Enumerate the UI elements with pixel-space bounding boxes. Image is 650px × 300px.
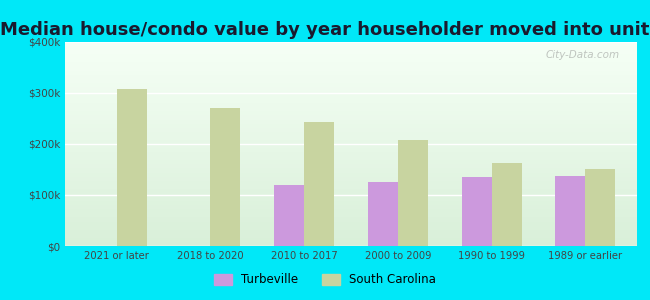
Bar — [65, 111, 637, 116]
Bar — [65, 230, 637, 234]
Bar — [491, 163, 522, 246]
Bar — [65, 58, 637, 62]
Bar — [368, 182, 398, 246]
Bar — [65, 148, 637, 152]
Bar — [65, 209, 637, 213]
Bar — [555, 176, 586, 246]
Bar — [65, 62, 637, 67]
Bar — [65, 181, 637, 185]
Bar — [65, 213, 637, 218]
Bar — [65, 79, 637, 83]
Legend: Turbeville, South Carolina: Turbeville, South Carolina — [209, 269, 441, 291]
Bar — [65, 189, 637, 193]
Bar — [65, 83, 637, 87]
Bar — [65, 50, 637, 54]
Bar — [65, 226, 637, 230]
Bar — [65, 95, 637, 99]
Bar — [65, 164, 637, 169]
Bar — [65, 67, 637, 70]
Text: City-Data.com: City-Data.com — [546, 50, 620, 60]
Bar — [65, 119, 637, 124]
Bar — [65, 234, 637, 238]
Bar — [586, 169, 616, 246]
Bar — [65, 87, 637, 91]
Text: Median house/condo value by year householder moved into unit: Median house/condo value by year househo… — [0, 21, 650, 39]
Bar — [65, 156, 637, 160]
Bar — [65, 103, 637, 107]
Bar — [65, 124, 637, 128]
Bar — [65, 172, 637, 177]
Bar — [304, 122, 334, 246]
Bar — [274, 185, 304, 246]
Bar — [65, 99, 637, 103]
Bar — [398, 140, 428, 246]
Bar — [65, 205, 637, 209]
Bar — [65, 185, 637, 189]
Bar — [65, 54, 637, 58]
Bar — [65, 144, 637, 148]
Bar — [65, 75, 637, 79]
Bar — [65, 46, 637, 50]
Bar — [65, 136, 637, 140]
Bar — [65, 242, 637, 246]
Bar — [65, 201, 637, 205]
Bar — [65, 221, 637, 226]
Bar — [65, 218, 637, 221]
Bar — [65, 177, 637, 181]
Bar — [211, 108, 240, 246]
Bar — [65, 238, 637, 242]
Bar — [65, 169, 637, 172]
Bar — [65, 42, 637, 46]
Bar — [65, 152, 637, 156]
Bar — [65, 140, 637, 144]
Bar — [462, 177, 491, 246]
Bar — [65, 193, 637, 197]
Bar — [65, 70, 637, 75]
Bar — [65, 197, 637, 201]
Bar — [65, 132, 637, 136]
Bar — [65, 116, 637, 119]
Bar — [116, 89, 147, 246]
Bar — [65, 128, 637, 132]
Bar — [65, 107, 637, 111]
Bar — [65, 160, 637, 164]
Bar — [65, 91, 637, 95]
